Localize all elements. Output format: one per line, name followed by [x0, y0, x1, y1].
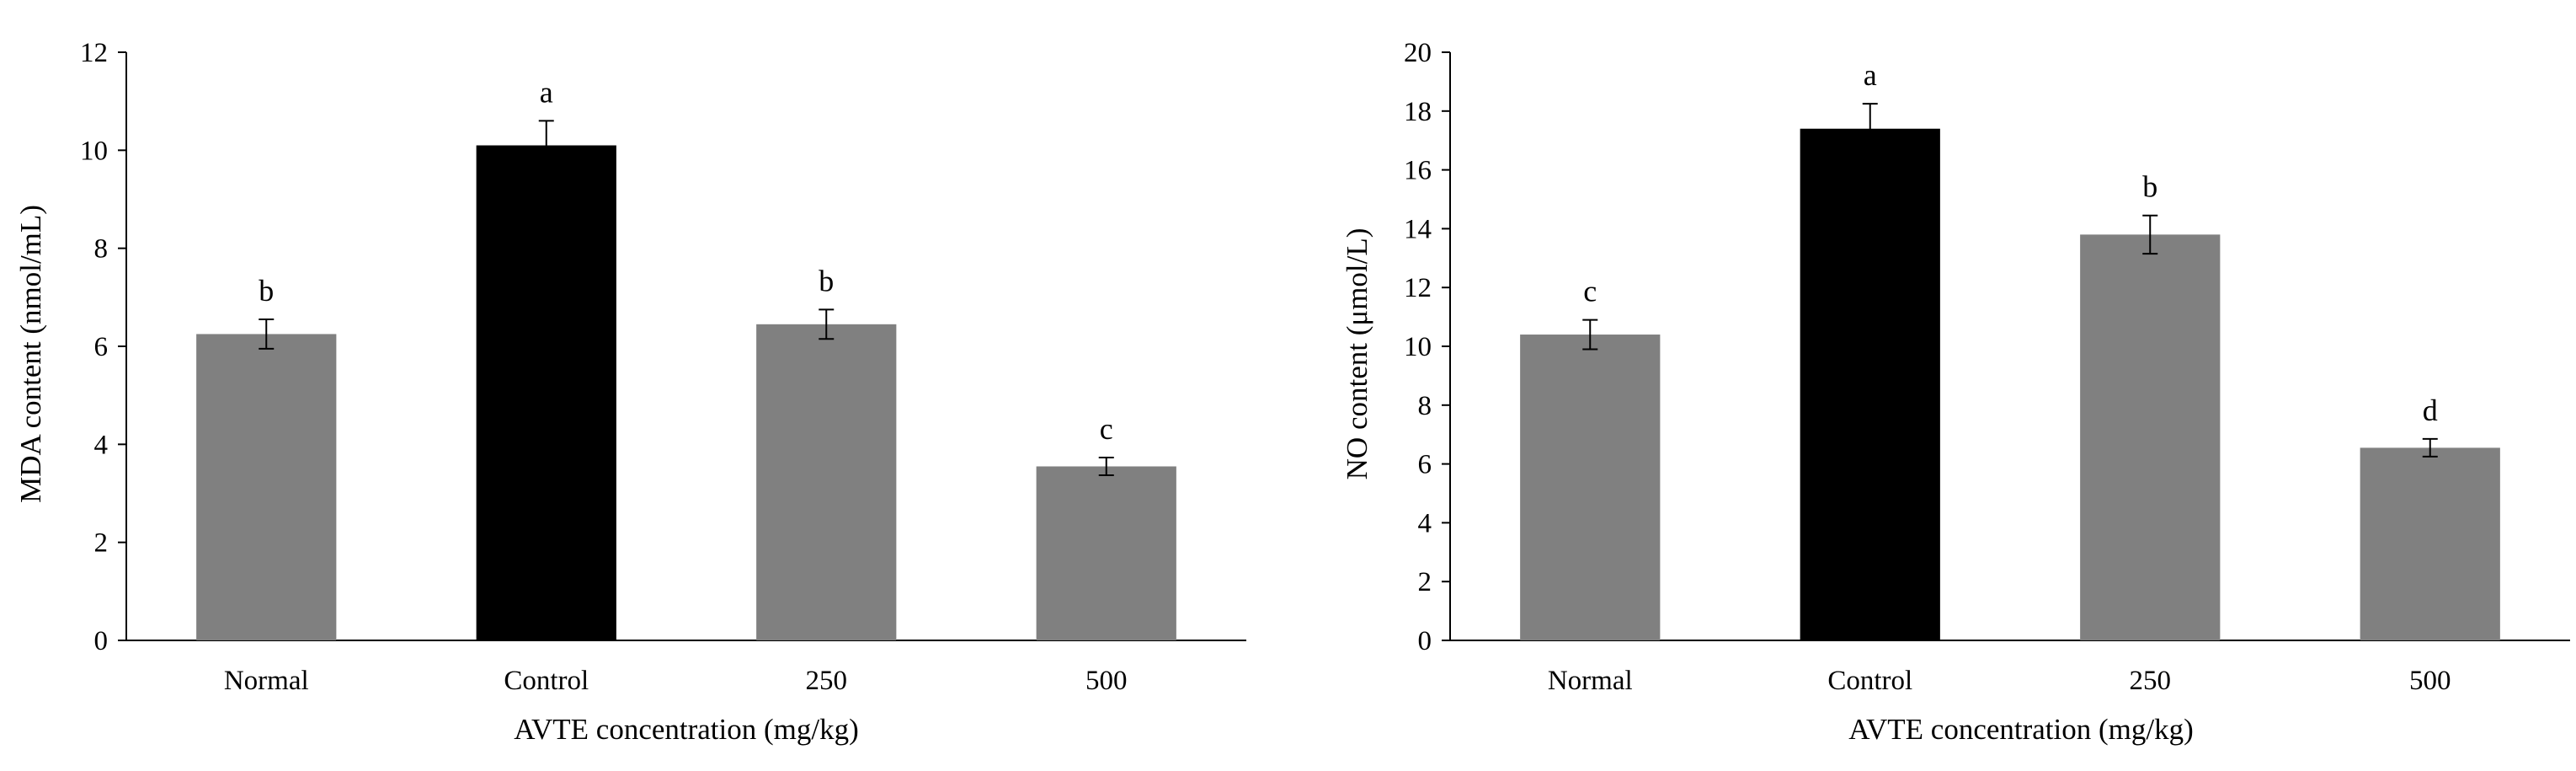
mda-category-label: Control — [504, 666, 589, 696]
no-category-label: Normal — [1548, 666, 1633, 696]
mda-bar-normal — [196, 334, 337, 640]
no-significance-letter: a — [1864, 58, 1877, 92]
no-y-tick-label: 18 — [1404, 97, 1432, 127]
no-bar-normal — [1520, 335, 1661, 640]
no-y-tick-label: 8 — [1418, 391, 1432, 421]
mda-y-tick-label: 6 — [94, 332, 109, 362]
mda-bar-250 — [756, 324, 897, 640]
mda-category-label: Normal — [224, 666, 309, 696]
no-category-label: 500 — [2409, 666, 2451, 696]
mda-x-axis-title: AVTE concentration (mg/kg) — [514, 713, 859, 746]
no-significance-letter: b — [2142, 170, 2157, 204]
no-significance-letter: d — [2423, 394, 2438, 427]
mda-significance-letter: b — [259, 274, 274, 308]
mda-bar-control — [476, 145, 616, 640]
no-y-axis-title: NO content (μmol/L) — [1341, 228, 1373, 480]
no-y-tick-label: 0 — [1418, 626, 1432, 656]
no-y-tick-label: 12 — [1404, 273, 1432, 303]
no-bar-250 — [2080, 234, 2221, 640]
mda-bar-500 — [1036, 466, 1176, 640]
mda-y-tick-label: 12 — [80, 38, 108, 68]
no-category-label: Control — [1827, 666, 1912, 696]
no-significance-letter: c — [1583, 275, 1597, 308]
no-chart: NO content (μmol/L) AVTE concentration (… — [1341, 38, 2570, 746]
no-x-axis-title: AVTE concentration (mg/kg) — [1848, 713, 2194, 746]
no-y-tick-label: 20 — [1404, 38, 1432, 68]
no-y-tick-label: 6 — [1418, 450, 1432, 480]
mda-significance-letter: a — [540, 75, 553, 109]
mda-significance-letter: b — [819, 264, 834, 297]
mda-category-label: 500 — [1085, 666, 1128, 696]
no-bar-control — [1800, 128, 1940, 641]
mda-y-axis-title: MDA content (nmol/mL) — [14, 205, 47, 503]
no-y-tick-label: 10 — [1404, 332, 1432, 362]
no-y-tick-label: 2 — [1418, 567, 1432, 597]
no-category-label: 250 — [2130, 666, 2172, 696]
mda-y-tick-label: 0 — [94, 626, 109, 656]
mda-y-tick-label: 8 — [94, 234, 109, 265]
mda-category-label: 250 — [806, 666, 848, 696]
mda-chart: MDA content (nmol/mL) AVTE concentration… — [14, 38, 1246, 746]
no-y-tick-label: 4 — [1418, 508, 1432, 538]
no-y-tick-label: 14 — [1404, 214, 1432, 244]
mda-y-tick-label: 10 — [80, 136, 108, 166]
no-y-tick-label: 16 — [1404, 156, 1432, 186]
mda-y-tick-label: 2 — [94, 528, 109, 559]
mda-significance-letter: c — [1100, 412, 1113, 446]
no-bar-500 — [2360, 447, 2500, 640]
mda-y-tick-label: 4 — [94, 430, 109, 460]
